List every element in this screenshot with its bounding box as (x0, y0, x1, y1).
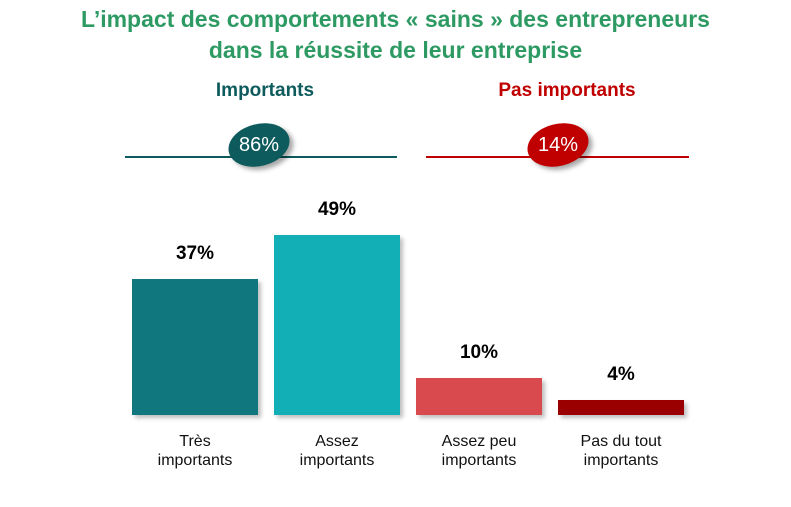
value-label: 49% (317, 199, 357, 220)
category-label-line: Assez (315, 433, 359, 450)
group-label-importants: Importants (215, 80, 315, 101)
group-label-pas-importants: Pas importants (498, 80, 636, 101)
title-line-2: dans la réussite de leur entreprise (208, 37, 583, 63)
group-total-importants: 86% (223, 117, 295, 173)
category-label-line: importants (157, 452, 233, 469)
group-total-text: 86% (238, 134, 280, 156)
bar-1 (274, 235, 400, 415)
title-line-1: L’impact des comportements « sains » des… (81, 6, 710, 32)
category-label: Assez importants (267, 432, 407, 470)
bar-2 (416, 378, 542, 415)
chart-title: L’impact des comportements « sains » des… (0, 4, 791, 66)
category-label-line: Assez peu (441, 433, 517, 450)
category-label-line: importants (299, 452, 375, 469)
category-label: Pas du tout importants (551, 432, 691, 470)
group-total-pas-importants: 14% (522, 117, 594, 173)
value-label: 37% (175, 243, 215, 265)
value-label: 4% (607, 364, 635, 386)
category-label-line: Pas du tout (580, 433, 662, 450)
category-label-line: importants (441, 452, 517, 469)
bar-0 (132, 279, 258, 415)
category-label-line: importants (583, 452, 659, 469)
group-total-text: 14% (537, 134, 579, 156)
bar-3 (558, 400, 684, 415)
category-label: Assez peu importants (409, 432, 549, 470)
category-label: Très importants (125, 432, 265, 470)
category-label-line: Très (179, 433, 211, 450)
value-label: 10% (459, 342, 499, 364)
